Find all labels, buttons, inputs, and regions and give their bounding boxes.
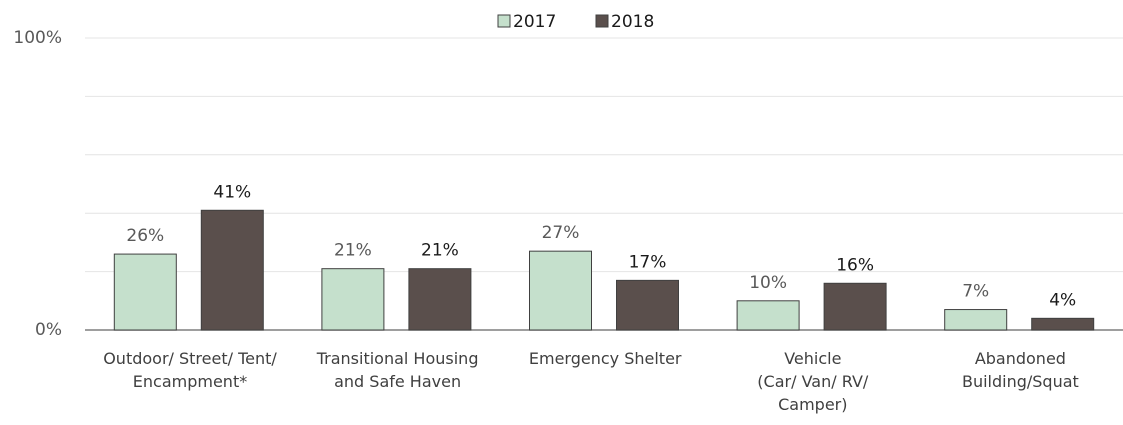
x-tick-label: Emergency Shelter <box>528 349 682 368</box>
legend-swatch <box>595 14 609 28</box>
bar <box>1031 317 1095 331</box>
y-tick-label: 0% <box>35 320 62 340</box>
data-label: 7% <box>962 282 989 302</box>
data-label: 41% <box>213 182 251 202</box>
bar <box>408 268 472 331</box>
data-label: 10% <box>749 273 787 293</box>
legend-label: 2018 <box>611 12 654 32</box>
data-label: 4% <box>1049 290 1076 310</box>
legend-swatch <box>497 14 511 28</box>
data-label: 26% <box>126 226 164 246</box>
bar <box>823 282 887 331</box>
bar <box>616 279 679 331</box>
y-tick-label: 100% <box>13 28 62 48</box>
data-label: 27% <box>542 223 580 243</box>
data-label: 16% <box>836 255 874 275</box>
bar <box>113 253 177 331</box>
x-tick-label: Transitional Housing and Safe Haven <box>316 349 479 391</box>
bar <box>321 268 385 331</box>
x-tick-label: Abandoned Building/Squat <box>961 349 1079 391</box>
data-label: 21% <box>421 241 459 261</box>
data-label: 17% <box>629 252 667 272</box>
data-label: 21% <box>334 241 372 261</box>
bar <box>736 300 800 331</box>
x-tick-label: Outdoor/ Street/ Tent/ Encampment* <box>103 349 277 391</box>
bar <box>529 250 592 331</box>
bar <box>944 309 1008 331</box>
bar <box>200 209 264 331</box>
legend-label: 2017 <box>513 12 556 32</box>
x-tick-label: Vehicle (Car/ Van/ RV/ Camper) <box>757 349 869 414</box>
